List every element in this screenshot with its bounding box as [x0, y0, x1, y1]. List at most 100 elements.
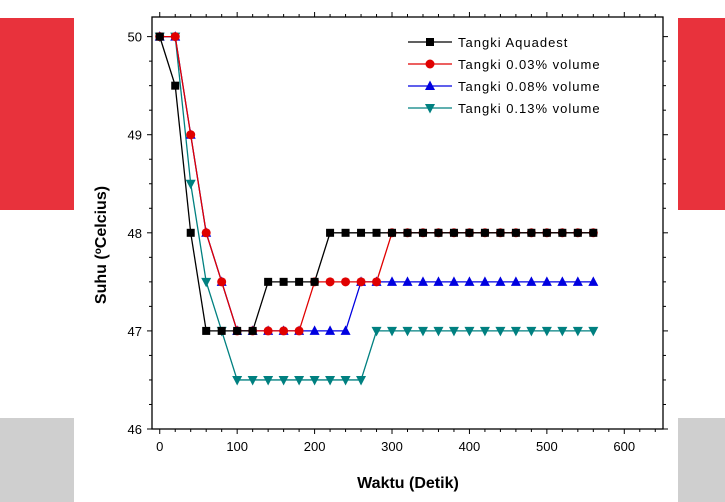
data-point: [294, 375, 305, 386]
data-point: [279, 277, 288, 286]
legend-marker: [425, 80, 435, 90]
background-gray-band-right: [678, 418, 725, 502]
legend-item-1: Tangki Aquadest: [408, 35, 568, 50]
data-point: [417, 326, 428, 337]
legend-label: Tangki 0.03% volume: [458, 57, 601, 72]
data-point: [557, 326, 568, 337]
series-2: [155, 32, 598, 336]
data-point: [495, 326, 506, 337]
data-point: [572, 276, 583, 286]
y-tick-label-46: 46: [128, 422, 142, 437]
data-point: [326, 228, 335, 237]
data-point: [417, 276, 428, 286]
data-point: [480, 228, 489, 237]
x-tick-label-600: 600: [613, 439, 635, 454]
data-point: [155, 32, 164, 41]
data-point: [357, 228, 366, 237]
data-point: [496, 228, 505, 237]
data-point: [295, 277, 304, 286]
data-point: [325, 375, 336, 386]
legend-label: Tangki 0.13% volume: [458, 101, 601, 116]
data-point: [402, 326, 413, 337]
data-point: [248, 326, 257, 335]
data-point: [372, 228, 381, 237]
data-point: [232, 375, 243, 386]
legend-marker: [425, 104, 435, 114]
data-point: [541, 326, 552, 337]
data-point: [433, 276, 444, 286]
data-point: [310, 277, 319, 286]
legend-item-3: Tangki 0.08% volume: [408, 79, 601, 94]
series-3: [154, 31, 599, 335]
y-axis-title: Suhu (oCelcius): [93, 186, 111, 304]
data-point: [448, 326, 459, 337]
data-point: [340, 375, 351, 386]
data-point: [372, 277, 382, 287]
data-point: [527, 228, 536, 237]
x-axis-title: Waktu (Detik): [357, 475, 459, 492]
data-point: [403, 228, 412, 237]
y-axis-title-main: Suhu (: [93, 254, 110, 304]
data-point: [510, 326, 521, 337]
series-4: [154, 32, 599, 386]
data-point: [264, 277, 273, 286]
data-point: [558, 228, 567, 237]
legend-label: Tangki Aquadest: [458, 35, 568, 50]
data-point: [279, 326, 289, 336]
background-red-band-right: [678, 18, 725, 210]
data-point: [418, 228, 427, 237]
x-tick-label-400: 400: [459, 439, 481, 454]
data-point: [309, 375, 320, 386]
data-point: [217, 326, 226, 335]
legend-item-2: Tangki 0.03% volume: [408, 57, 601, 72]
data-point: [448, 276, 459, 286]
x-tick-label-200: 200: [304, 439, 326, 454]
data-point: [387, 326, 398, 337]
series-1: [155, 32, 598, 335]
data-point: [588, 326, 599, 337]
data-point: [202, 326, 211, 335]
data-point: [434, 228, 443, 237]
data-point: [201, 228, 211, 238]
tick-marks: [147, 12, 668, 434]
data-point: [263, 326, 273, 336]
x-tick-label-0: 0: [156, 439, 163, 454]
data-point: [495, 276, 506, 286]
data-point: [464, 326, 475, 337]
data-point: [589, 228, 598, 237]
x-tick-label-300: 300: [381, 439, 403, 454]
series-group: [154, 31, 599, 386]
data-point: [356, 375, 367, 386]
legend-label: Tangki 0.08% volume: [458, 79, 601, 94]
data-point: [170, 32, 180, 42]
data-point: [217, 277, 227, 287]
legend-marker: [426, 38, 434, 46]
chart-panel: 0 100 200 300 400 500 600 46 47 48 49 50 Waktu (Det…: [74, 0, 678, 502]
legend-marker: [425, 59, 435, 69]
data-point: [186, 130, 196, 140]
data-point: [294, 326, 304, 336]
data-point: [510, 276, 521, 286]
data-point: [588, 276, 599, 286]
data-point: [185, 179, 196, 190]
data-point: [388, 228, 397, 237]
data-point: [573, 228, 582, 237]
data-point: [542, 228, 551, 237]
data-point: [309, 325, 320, 335]
data-point: [371, 326, 382, 337]
data-point: [479, 276, 490, 286]
data-point: [511, 228, 520, 237]
data-point: [557, 276, 568, 286]
data-point: [479, 326, 490, 337]
data-point: [465, 228, 474, 237]
data-point: [402, 276, 413, 286]
data-point: [449, 228, 458, 237]
data-point: [387, 276, 398, 286]
data-point: [233, 326, 242, 335]
data-point: [341, 228, 350, 237]
y-axis-title-superscript: o: [93, 248, 104, 254]
tick-labels: 0 100 200 300 400 500 600 46 47 48 49 50: [128, 30, 636, 454]
data-point: [572, 326, 583, 337]
x-tick-label-500: 500: [536, 439, 558, 454]
data-point: [186, 228, 195, 237]
